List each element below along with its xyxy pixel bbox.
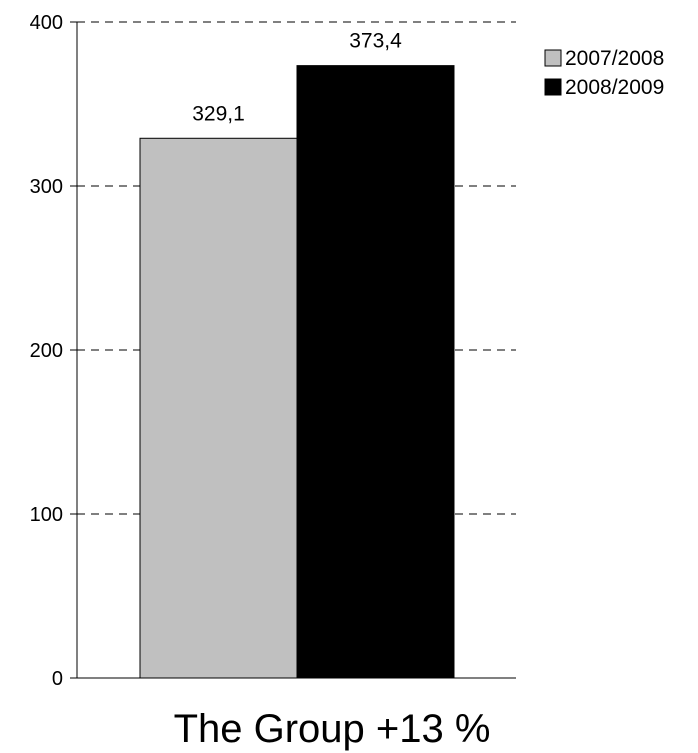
legend-label-2008-2009: 2008/2009 — [565, 76, 664, 99]
y-tick-label-300: 300 — [30, 176, 63, 198]
y-tick-label-100: 100 — [30, 504, 63, 526]
legend-label-2007-2008: 2007/2008 — [565, 47, 664, 70]
category-label: The Group +13 % — [174, 707, 491, 751]
legend-swatch-2008-2009 — [544, 78, 562, 96]
y-tick-label-0: 0 — [52, 668, 63, 690]
y-tick-label-200: 200 — [30, 340, 63, 362]
data-label-2008-2009: 373,4 — [349, 30, 402, 53]
data-labels: 329,1 373,4 — [192, 30, 402, 126]
legend-swatch-2007-2008 — [544, 49, 562, 67]
bar-2008-2009 — [296, 65, 455, 679]
bar-2007-2008 — [139, 137, 298, 679]
legend: 2007/2008 2008/2009 — [544, 47, 664, 99]
bars — [139, 65, 455, 679]
y-tick-label-400: 400 — [30, 12, 63, 34]
data-label-2007-2008: 329,1 — [192, 102, 245, 125]
